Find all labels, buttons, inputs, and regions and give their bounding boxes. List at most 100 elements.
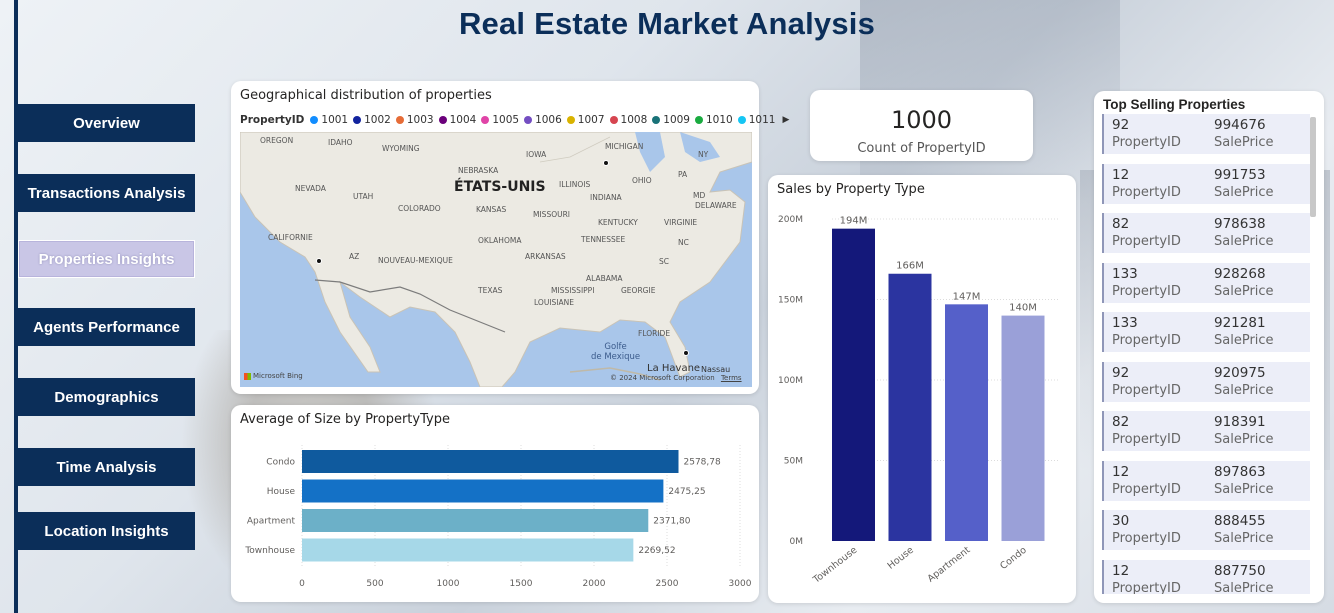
legend-item[interactable]: 1009 [652,114,690,126]
kpi-label: Count of PropertyID [857,141,986,156]
data-label: 2371,80 [653,517,690,527]
sales-chart: 0M 50M 100M 150M 200M 194M Townhouse 166M House 1… [778,215,1058,586]
map-pin[interactable] [603,160,609,166]
map-label: WYOMING [382,144,420,153]
map-label: ILLINOIS [559,180,591,189]
map-label: FLORIDE [638,329,671,338]
nav-button-demographics[interactable]: Demographics [18,378,195,416]
map-label: AZ [349,252,360,261]
table-row[interactable]: 82 PropertyID 918391 SalePrice [1102,411,1310,451]
sale-price-value: 928268 [1214,265,1266,282]
size-chart: 0 500 1000 1500 2000 2500 3000 Condo 2578,78 Hous… [244,445,752,589]
sale-price-label: SalePrice [1214,580,1274,595]
map-label: MISSISSIPPI [551,286,595,295]
legend-item[interactable]: 1011 [737,114,775,126]
legend-dot [524,116,533,124]
legend-next-icon[interactable]: ▶ [782,115,790,125]
sale-price-value: 918391 [1214,414,1266,430]
nav-button-time-analysis[interactable]: Time Analysis [18,448,195,486]
top-selling-table: Top Selling Properties 92 PropertyID 99467… [1094,91,1324,603]
table-row[interactable]: 92 PropertyID 994676 SalePrice [1102,114,1310,154]
table-row[interactable]: 133 PropertyID 921281 SalePrice [1102,312,1310,352]
map-label: CALIFORNIE [268,233,313,242]
sale-price-value: 897863 [1214,463,1266,480]
legend-item[interactable]: 1006 [524,114,562,126]
table-row[interactable]: 12 PropertyID 897863 SalePrice [1102,460,1310,501]
map-pin[interactable] [683,350,689,356]
sale-price-label: SalePrice [1214,481,1274,497]
sale-price-cell: 920975 SalePrice [1214,364,1274,400]
x-tick-label: 0 [299,579,305,589]
nav-button-agents-performance[interactable]: Agents Performance [18,308,195,346]
y-tick-label: 50M [784,457,803,467]
map-label: ALABAMA [586,274,623,283]
table-row[interactable]: 30 PropertyID 888455 SalePrice [1102,510,1310,550]
bar [302,450,679,473]
map-label: TENNESSEE [581,235,626,244]
map-view[interactable]: OREGON IDAHO WYOMING NEBRASKA IOWA MICHIGAN NY… [240,132,752,387]
terms-link[interactable]: Terms [720,374,742,382]
legend-dot [652,116,661,124]
legend-item[interactable]: 1007 [566,114,605,126]
map-label: OHIO [632,176,652,185]
table-row[interactable]: 133 PropertyID 928268 SalePrice [1102,262,1310,303]
property-id-cell: 82 PropertyID [1112,413,1181,449]
sale-price-cell: 991753 SalePrice [1214,166,1274,202]
table-row[interactable]: 82 PropertyID 978638 SalePrice [1102,213,1310,253]
data-label: 2578,78 [684,458,721,468]
map-label: NOUVEAU-MEXIQUE [378,256,453,265]
legend-item[interactable]: 1002 [353,114,391,126]
map-label: MISSOURI [533,210,571,219]
size-chart-card: Average of Size by PropertyType 0 500 1000… [231,405,759,602]
x-category-label: House [886,545,916,572]
legend-item[interactable]: 1001 [310,114,348,126]
property-id-label: PropertyID [1112,135,1181,150]
legend-item[interactable]: 1008 [609,114,648,126]
legend-label: 1002 [364,114,391,126]
legend-label: 1003 [406,114,434,126]
nav-button-transactions-analysis[interactable]: Transactions Analysis [18,174,195,212]
nav-button-location-insights[interactable]: Location Insights [18,512,195,550]
property-id-label: PropertyID [1112,234,1181,249]
copyright-text: © 2024 Microsoft Corporation [610,374,715,382]
left-accent-bar [14,0,18,613]
table-body[interactable]: 92 PropertyID 994676 SalePrice 12 PropertyID 9… [1102,114,1310,594]
map-pin[interactable] [316,258,322,264]
table-scrollbar[interactable] [1310,117,1316,217]
sale-price-label: SalePrice [1214,333,1274,348]
sale-price-value: 887750 [1214,562,1266,579]
x-tick-label: 1000 [437,579,460,589]
map-label: SC [659,257,669,266]
legend-item[interactable]: 1004 [438,114,477,126]
map-label: MD [693,191,706,200]
map-land [240,132,752,387]
legend-title: PropertyID [240,114,305,126]
property-id-value: 92 [1112,364,1130,381]
nav-button-properties-insights[interactable]: Properties Insights [18,240,195,278]
property-id-value: 133 [1112,265,1138,282]
table-row[interactable]: 12 PropertyID 991753 SalePrice [1102,163,1310,204]
data-label: 2269,52 [638,546,675,556]
nav-button-overview[interactable]: Overview [18,104,195,142]
sale-price-label: SalePrice [1214,184,1274,200]
legend-item[interactable]: 1003 [395,114,434,126]
y-category-label: Apartment [247,517,296,527]
map-label: IDAHO [328,138,353,147]
map-label: OKLAHOMA [478,236,522,245]
legend-label: 1004 [449,114,477,126]
legend-label: 1008 [620,114,648,126]
legend-item[interactable]: 1005 [481,114,519,126]
sale-price-cell: 921281 SalePrice [1214,314,1274,350]
bar [302,479,664,503]
map-city-label: La Havane [647,363,701,374]
table-row[interactable]: 92 PropertyID 920975 SalePrice [1102,361,1310,402]
legend-label: 1005 [492,114,520,126]
x-category-label: Apartment [926,545,973,585]
table-row[interactable]: 12 PropertyID 887750 SalePrice [1102,559,1310,595]
y-category-label: Condo [266,458,295,468]
kpi-value: 1000 [890,106,953,134]
property-id-cell: 30 PropertyID [1112,512,1181,548]
property-id-value: 12 [1112,463,1130,480]
map-label: UTAH [353,192,374,201]
legend-item[interactable]: 1010 [695,114,733,126]
